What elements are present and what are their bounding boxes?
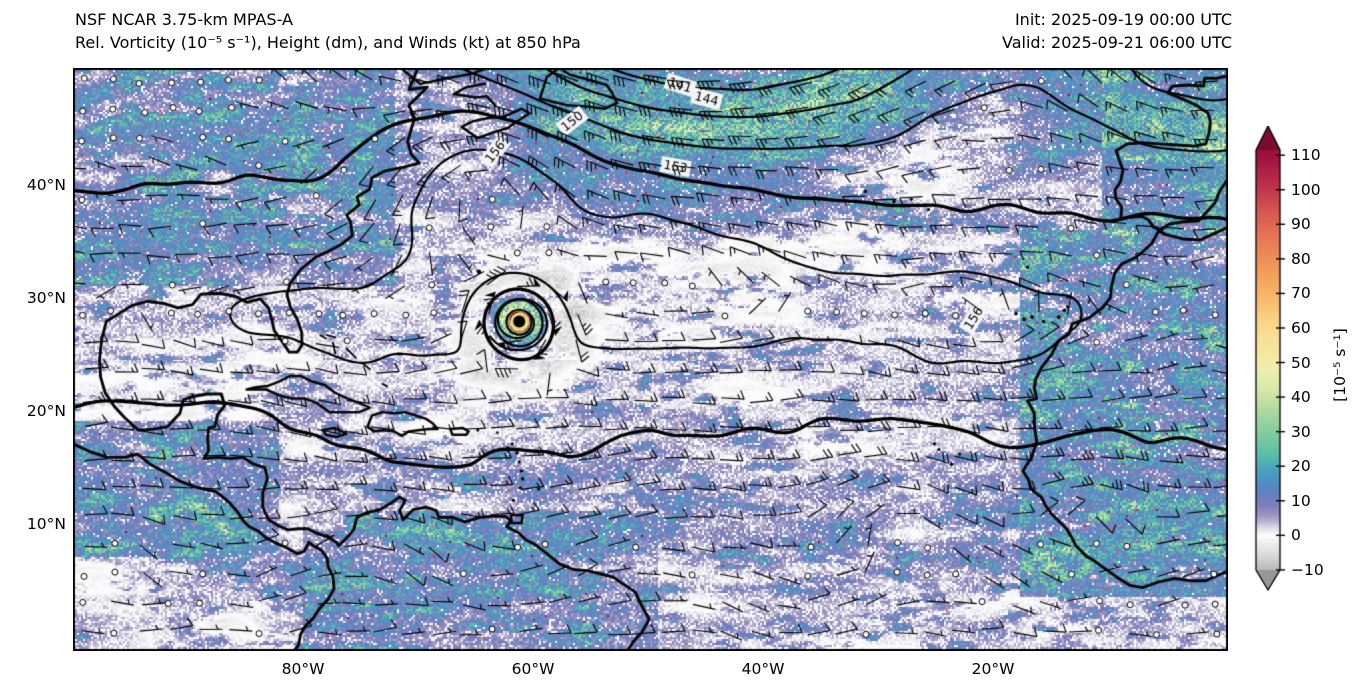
colorbar-tick-label: 0 [1291, 526, 1301, 545]
colorbar-canvas [1254, 126, 1288, 592]
x-tick-label: 60°W [511, 660, 555, 678]
y-tick-label: 40°N [26, 175, 66, 194]
time-block: Init: 2025-09-19 00:00 UTC Valid: 2025-0… [1002, 8, 1232, 54]
x-tick-label: 40°W [741, 660, 785, 678]
valid-time: Valid: 2025-09-21 06:00 UTC [1001, 33, 1232, 52]
y-tick-label: 30°N [26, 288, 66, 307]
x-tick-label: 80°W [281, 660, 325, 678]
colorbar-tick-label: 40 [1291, 388, 1311, 407]
colorbar-tick-label: 50 [1291, 353, 1311, 372]
colorbar-tick-label: 10 [1291, 491, 1311, 510]
colorbar-tick-label: 100 [1291, 180, 1321, 199]
map-plot-canvas [73, 68, 1228, 651]
colorbar-unit-label: [10⁻⁵ s⁻¹] [1331, 328, 1349, 402]
colorbar-tick-label: 30 [1291, 422, 1311, 441]
colorbar-tick-label: 60 [1291, 318, 1311, 337]
model-title: NSF NCAR 3.75-km MPAS-A [75, 10, 293, 29]
x-tick-label: 20°W [971, 660, 1015, 678]
colorbar-tick-label: 110 [1291, 146, 1321, 165]
colorbar-tick-label: 70 [1291, 284, 1311, 303]
y-tick-label: 10°N [26, 515, 66, 534]
colorbar-tick-label: 90 [1291, 215, 1311, 234]
colorbar-tick-label: −10 [1291, 560, 1324, 579]
colorbar-tick-label: 80 [1291, 249, 1311, 268]
y-tick-label: 20°N [26, 401, 66, 420]
title-block: NSF NCAR 3.75-km MPAS-A Rel. Vorticity (… [75, 8, 581, 54]
init-time: Init: 2025-09-19 00:00 UTC [1014, 10, 1232, 29]
colorbar-tick-label: 20 [1291, 457, 1311, 476]
field-title: Rel. Vorticity (10⁻⁵ s⁻¹), Height (dm), … [75, 33, 581, 52]
